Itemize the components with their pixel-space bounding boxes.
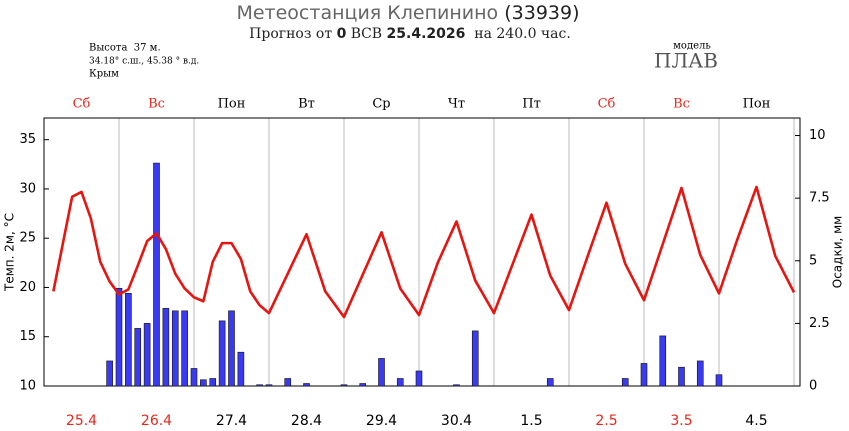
precip-bar	[265, 384, 273, 387]
precip-bar	[471, 330, 479, 387]
date-label: 28.4	[291, 413, 322, 429]
y-tick-label: 35	[19, 132, 36, 147]
subtitle-part: Прогноз от	[249, 26, 332, 42]
info-line: Крым	[89, 69, 119, 80]
y-tick-label: 30	[19, 181, 36, 196]
precip-bar	[143, 323, 151, 387]
weekday-label: Пт	[522, 97, 541, 112]
y2-axis-label: Осадки, мм	[831, 216, 845, 288]
subtitle-part: на 240.0 час.	[474, 26, 571, 42]
weekday-label: Сб	[598, 97, 616, 112]
precip-bar	[209, 378, 217, 387]
date-label: 25.4	[66, 413, 97, 429]
weekday-label: Вс	[148, 97, 165, 112]
model-name: ПЛАВ	[654, 49, 718, 73]
precip-bar	[190, 368, 198, 387]
precip-bar	[284, 378, 292, 387]
precip-bar	[715, 374, 723, 387]
weekday-label: Сб	[73, 97, 91, 112]
y-tick-label: 10	[19, 379, 36, 394]
station-id: (33939)	[504, 2, 579, 24]
precip-bar	[303, 383, 310, 387]
weekday-label: Пон	[218, 97, 246, 112]
info-line: 34.18° с.ш., 45.38 ° в.д.	[89, 57, 199, 67]
y2-tick-label: 0	[809, 379, 817, 394]
weekday-label: Чт	[448, 97, 465, 112]
y-tick-label: 20	[19, 280, 36, 295]
y-axis-label: Темп. 2м, °С	[3, 213, 17, 292]
y2-tick-label: 7.5	[809, 191, 830, 206]
info-line: Высота 37 м.	[89, 43, 161, 54]
precip-bar	[359, 383, 367, 387]
precip-bar	[125, 293, 132, 387]
precip-bar	[696, 360, 704, 387]
plot-area: 10 15 20 25 30 35 0 2.5 5 7.5 10 Темп. 2м, °С Осадки…	[3, 97, 845, 430]
model-label: модель	[673, 41, 711, 52]
weekday-label: Вс	[673, 97, 690, 112]
precip-bar	[162, 308, 170, 387]
date-label: 26.4	[141, 413, 172, 429]
y-tick-label: 15	[19, 329, 36, 344]
subtitle-part: ВСВ	[351, 26, 382, 42]
precip-bar	[200, 379, 207, 387]
date-label: 2.5	[595, 413, 617, 429]
date-label: 3.5	[670, 413, 692, 429]
y2-tick-label: 5	[809, 253, 817, 268]
date-label: 27.4	[216, 413, 247, 429]
weekday-label: Пон	[743, 97, 771, 112]
precip-bar	[153, 162, 160, 387]
weekday-label: Ср	[372, 97, 390, 112]
date-label: 4.5	[745, 413, 767, 429]
date-label: 1.5	[520, 413, 542, 429]
precip-bar	[171, 310, 179, 387]
precip-bar	[415, 370, 423, 387]
precip-bar	[621, 378, 629, 387]
precip-bar	[340, 384, 348, 387]
precip-bar	[218, 320, 226, 387]
y-tick-label: 25	[19, 231, 36, 246]
precip-bar	[134, 328, 142, 387]
subtitle-part: 0	[337, 26, 347, 42]
date-label: 30.4	[441, 413, 472, 429]
weekday-label: Вт	[298, 97, 315, 112]
precip-bar	[659, 335, 667, 387]
precip-bar	[115, 288, 123, 387]
chart-title: Метеостанция Клепинино (33939)	[236, 2, 579, 24]
y2-tick-label: 10	[809, 128, 826, 143]
precip-bar	[640, 363, 648, 387]
date-label: 29.4	[366, 413, 397, 429]
y2-tick-label: 2.5	[809, 316, 830, 331]
precip-bar	[237, 351, 245, 387]
precip-bar	[256, 384, 263, 387]
precip-bar	[678, 366, 685, 387]
precip-bar	[396, 378, 404, 387]
title-text: Метеостанция Клепинино	[236, 2, 498, 24]
precip-bar	[181, 310, 188, 387]
precip-bar	[106, 360, 113, 387]
precip-bar	[546, 378, 554, 387]
temperature-line	[52, 185, 796, 319]
precip-bar	[378, 358, 385, 387]
precip-bar	[228, 310, 235, 387]
subtitle-part: 25.4.2026	[387, 26, 466, 42]
precip-bar	[453, 384, 460, 387]
subtitle: Прогноз от 0 ВСВ 25.4.2026 на 240.0 час.	[249, 26, 571, 42]
